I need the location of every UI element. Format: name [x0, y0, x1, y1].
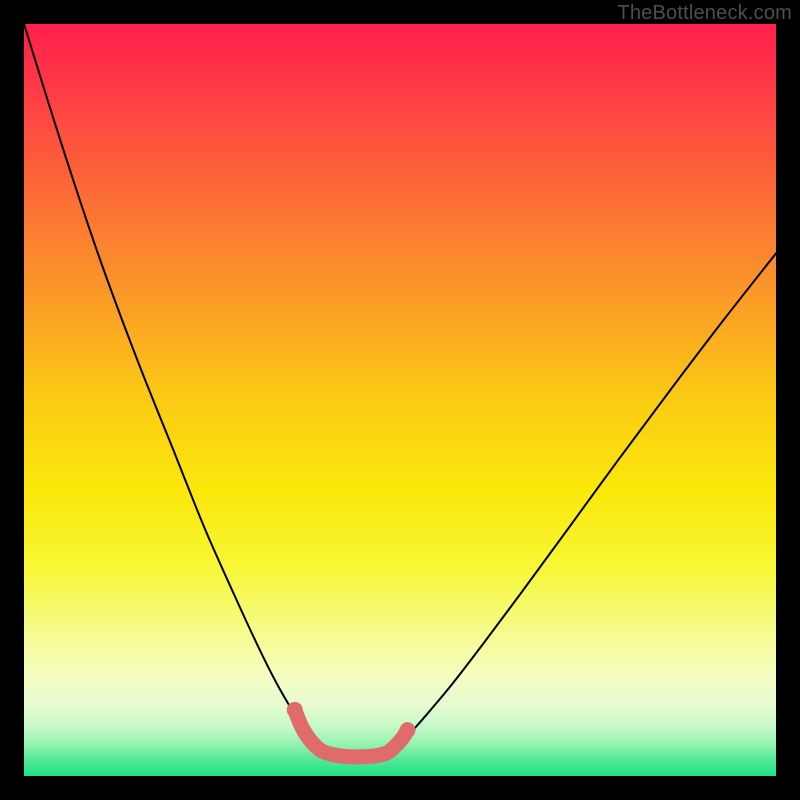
bottleneck-chart	[0, 0, 800, 800]
band-end-marker-1	[400, 722, 416, 738]
band-end-marker-0	[287, 702, 303, 718]
watermark-text: TheBottleneck.com	[617, 2, 792, 25]
chart-frame: TheBottleneck.com	[0, 0, 800, 800]
